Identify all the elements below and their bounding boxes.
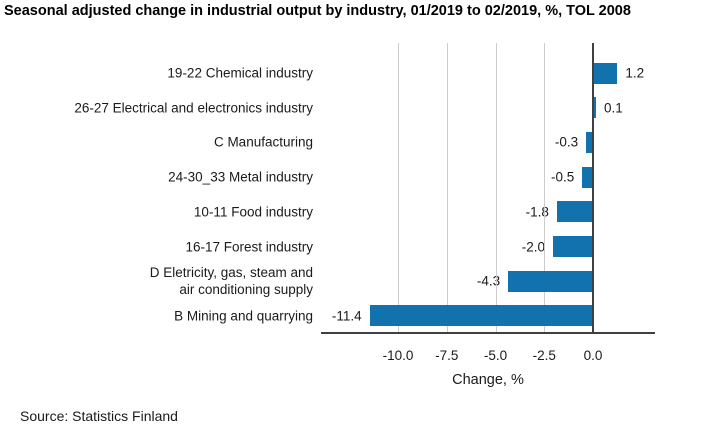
value-label: -1.8 — [525, 204, 549, 220]
zero-axis-line — [592, 43, 594, 334]
value-label: -0.3 — [554, 134, 579, 150]
bar — [553, 236, 592, 257]
bar — [556, 201, 592, 223]
bar — [582, 166, 592, 188]
x-tick-label: -7.5 — [435, 348, 459, 363]
category-label: 10-11 Food industry — [193, 204, 313, 220]
category-label: 24-30_33 Metal industry — [168, 169, 313, 185]
value-label: -4.3 — [476, 273, 501, 289]
x-tick-label: -5.0 — [483, 348, 508, 363]
gridline — [496, 43, 497, 332]
category-label: 19-22 Chemical industry — [167, 65, 313, 81]
value-label: 0.1 — [604, 100, 623, 116]
bar — [586, 131, 592, 153]
x-axis-title: Change, % — [452, 372, 524, 388]
category-label: B Mining and quarrying — [174, 308, 313, 324]
source-note: Source: Statistics Finland — [20, 408, 178, 424]
category-label: 16-17 Forest industry — [185, 239, 313, 254]
chart-title: Seasonal adjusted change in industrial o… — [4, 3, 631, 19]
category-label: 26-27 Electrical and electronics industr… — [74, 100, 313, 116]
gridline — [544, 43, 545, 332]
bar — [369, 305, 592, 327]
bar — [594, 97, 596, 119]
x-axis-line — [321, 332, 655, 334]
value-label: 1.2 — [625, 65, 645, 81]
gridline — [398, 43, 399, 332]
bar — [508, 270, 592, 292]
gridline — [447, 43, 448, 332]
x-tick-label: -10.0 — [382, 348, 414, 363]
category-label: D Eletricity, gas, steam and air conditi… — [149, 265, 313, 298]
value-label: -2.0 — [521, 239, 545, 254]
x-tick-label: 0.0 — [583, 348, 603, 363]
x-tick-label: -2.5 — [532, 348, 556, 363]
bar — [594, 62, 618, 84]
value-label: -0.5 — [550, 169, 575, 185]
category-label: C Manufacturing — [213, 134, 313, 150]
value-label: -11.4 — [331, 308, 362, 324]
